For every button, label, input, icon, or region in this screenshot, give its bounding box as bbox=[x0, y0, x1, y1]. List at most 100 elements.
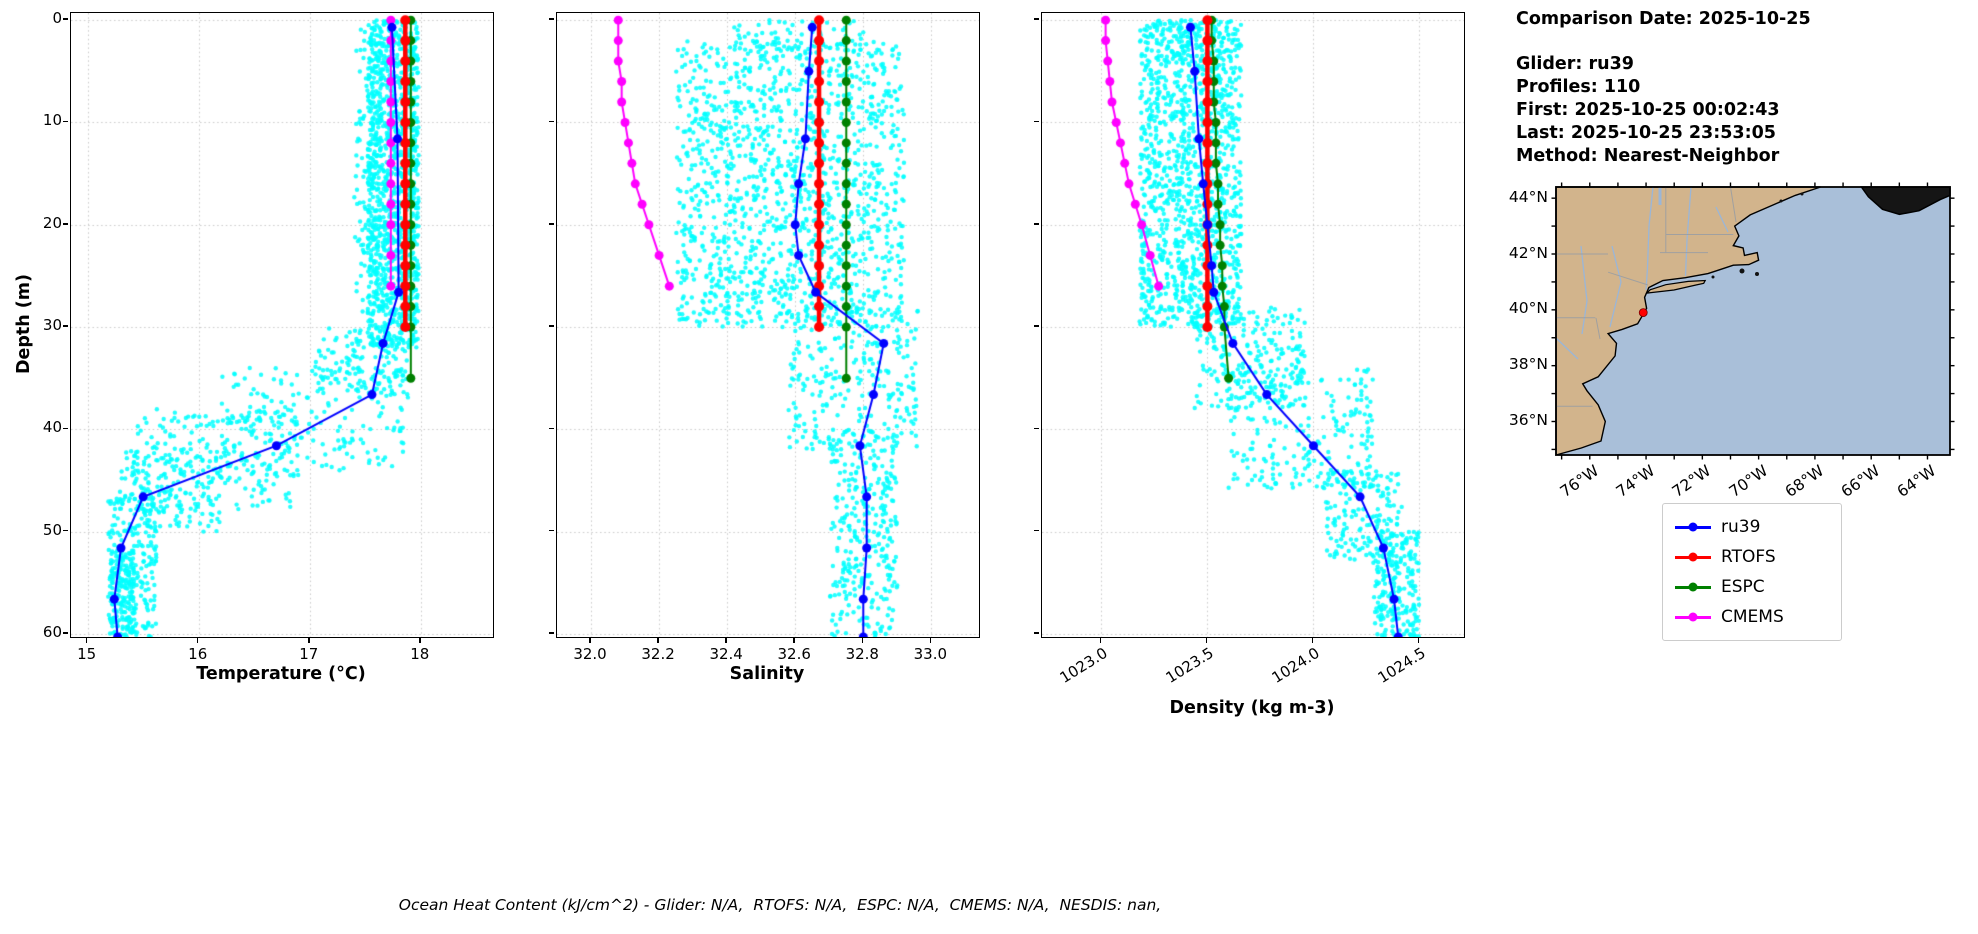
salinity-chart: Salinity 32.0 32.2 32.4 32.6 32.8 33.0 bbox=[549, 12, 980, 684]
land-long-island bbox=[1645, 279, 1707, 294]
y-tick-label: 60 bbox=[42, 622, 62, 641]
x-tick-mark bbox=[861, 638, 864, 643]
legend-marker-dot bbox=[1688, 522, 1698, 532]
x-tick-label: 32.4 bbox=[709, 645, 743, 663]
x-tick-label: 18 bbox=[410, 645, 430, 663]
x-tick-mark bbox=[85, 638, 88, 643]
y-tick-label: 50 bbox=[42, 520, 62, 539]
y-tick-mark bbox=[549, 223, 554, 225]
x-tick-label: 33.0 bbox=[913, 645, 948, 663]
x-tick-mark bbox=[1417, 638, 1420, 643]
lat-tick-label: 36°N bbox=[1508, 411, 1548, 429]
ocean-heat-content-caption: Ocean Heat Content (kJ/cm^2) - Glider: N… bbox=[398, 896, 1162, 914]
state-borders-layer bbox=[1556, 186, 1737, 407]
x-tick-label: 16 bbox=[188, 645, 208, 663]
density-plot-area bbox=[1041, 12, 1465, 638]
temperature-plot-area bbox=[70, 12, 494, 638]
profiles-count-text: Profiles: 110 bbox=[1516, 77, 1641, 97]
island-nantucket bbox=[1755, 272, 1759, 276]
y-tick-mark bbox=[63, 223, 68, 225]
lon-tick-label: 70°W bbox=[1725, 461, 1771, 501]
lat-tick-label: 40°N bbox=[1508, 299, 1548, 318]
legend-marker-dot bbox=[1688, 582, 1698, 592]
y-tick-mark bbox=[549, 120, 554, 123]
y-tick-mark bbox=[549, 529, 554, 532]
y-tick-mark bbox=[63, 120, 68, 123]
y-tick-label: 30 bbox=[42, 316, 62, 335]
x-tick-mark bbox=[419, 638, 421, 643]
salinity-plot-area bbox=[556, 12, 980, 638]
y-tick-mark bbox=[549, 632, 554, 634]
y-tick-mark bbox=[1034, 223, 1039, 225]
river-line bbox=[1555, 337, 1579, 360]
x-tick-label: 32.2 bbox=[641, 645, 675, 663]
density-plot-canvas bbox=[1042, 13, 1464, 637]
lon-tick-label: 64°W bbox=[1894, 461, 1940, 501]
x-tick-label: 32.8 bbox=[845, 645, 879, 663]
map-ticks-layer bbox=[1551, 182, 1955, 460]
map-canvas bbox=[1551, 182, 1955, 460]
legend-marker-dot bbox=[1688, 552, 1698, 562]
x-tick-mark bbox=[725, 638, 727, 643]
temperature-chart: Depth (m) Temperature (°C) 15 16 17 18 0 10 20… bbox=[14, 9, 494, 684]
y-tick-mark bbox=[549, 325, 554, 327]
land-mainland bbox=[1555, 186, 1821, 456]
salinity-plot-canvas bbox=[557, 13, 979, 637]
legend-label: ESPC bbox=[1721, 577, 1765, 597]
comparison-date-text: Comparison Date: 2025-10-25 bbox=[1516, 9, 1811, 29]
x-tick-label: 32.6 bbox=[777, 645, 811, 663]
legend-item-rtofs: RTOFS bbox=[1675, 542, 1829, 572]
y-tick-mark bbox=[1034, 427, 1039, 430]
map-frame bbox=[1555, 186, 1951, 456]
glider-location-marker bbox=[1638, 308, 1648, 318]
info-panel: Comparison Date: 2025-10-25 Glider: ru39… bbox=[1516, 8, 1811, 168]
river-line bbox=[1645, 186, 1654, 291]
x-tick-label: 32.0 bbox=[573, 645, 607, 663]
y-tick-label: 10 bbox=[42, 111, 62, 130]
temperature-axis-label: Temperature (°C) bbox=[196, 664, 366, 684]
y-tick-label: 20 bbox=[42, 213, 62, 232]
legend-label: ru39 bbox=[1721, 517, 1761, 537]
rivers-layer bbox=[1555, 186, 1729, 360]
state-border-line bbox=[1607, 271, 1649, 286]
first-profile-time-text: First: 2025-10-25 00:02:43 bbox=[1516, 100, 1780, 120]
x-tick-label: 1024.5 bbox=[1375, 643, 1430, 687]
x-tick-mark bbox=[308, 638, 310, 643]
location-map: 44°N 42°N 40°N 38°N 36°N 76°W 74°W 72°W 70°W 68°… bbox=[1509, 182, 1955, 501]
river-line bbox=[1609, 245, 1622, 328]
y-tick-mark bbox=[1034, 529, 1039, 532]
island-maine-coast bbox=[1779, 199, 1783, 203]
legend-box: ru39 RTOFS ESPC CMEMS bbox=[1662, 503, 1842, 641]
x-tick-mark bbox=[793, 638, 795, 643]
river-line bbox=[1715, 206, 1729, 233]
lon-tick-label: 76°W bbox=[1556, 461, 1603, 501]
x-tick-mark bbox=[589, 638, 591, 643]
legend-marker bbox=[1675, 552, 1711, 562]
y-tick-label: 40 bbox=[42, 418, 62, 437]
x-tick-mark bbox=[1205, 638, 1208, 643]
method-text: Method: Nearest-Neighbor bbox=[1516, 146, 1780, 166]
legend-marker-dot bbox=[1688, 612, 1698, 622]
y-tick-mark bbox=[549, 18, 554, 20]
y-tick-mark bbox=[1034, 120, 1039, 123]
lon-tick-label: 72°W bbox=[1669, 461, 1715, 501]
info-gap bbox=[1516, 31, 1811, 53]
legend-marker bbox=[1675, 522, 1711, 532]
x-tick-mark bbox=[657, 638, 659, 643]
y-tick-mark bbox=[63, 529, 68, 532]
y-tick-mark bbox=[63, 632, 68, 634]
temperature-plot-canvas bbox=[71, 13, 493, 637]
y-tick-mark bbox=[63, 427, 68, 430]
island-maine-coast-2 bbox=[1800, 192, 1804, 196]
density-chart: Density (kg m-3) 1023.0 1023.5 1024.0 1024.… bbox=[1034, 12, 1465, 718]
lat-tick-label: 38°N bbox=[1508, 355, 1548, 374]
lon-tick-label: 66°W bbox=[1838, 461, 1884, 501]
legend-item-cmems: CMEMS bbox=[1675, 602, 1829, 632]
lon-tick-label: 74°W bbox=[1612, 461, 1659, 501]
island-block-island bbox=[1711, 275, 1715, 279]
x-tick-label: 15 bbox=[77, 645, 97, 663]
salinity-axis-label: Salinity bbox=[729, 664, 805, 684]
y-tick-mark bbox=[1034, 325, 1039, 327]
x-tick-mark bbox=[1311, 638, 1314, 643]
